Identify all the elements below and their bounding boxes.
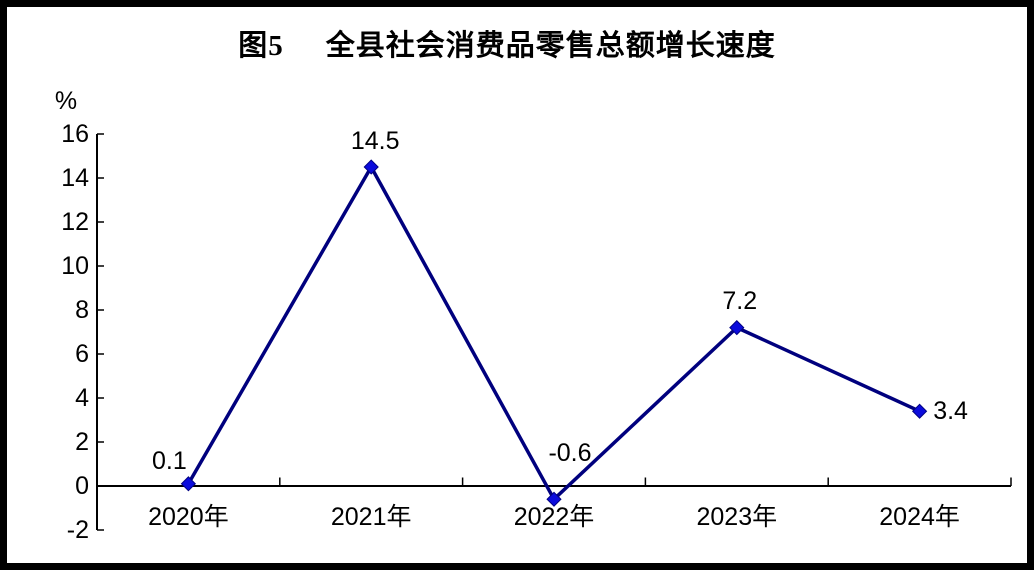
chart-title: 图5 全县社会消费品零售总额增长速度 xyxy=(17,22,997,64)
y-tick-label: 2 xyxy=(75,428,89,456)
x-axis-label: 2023年 xyxy=(696,503,778,531)
data-point-marker xyxy=(729,319,745,336)
y-tick-label: -2 xyxy=(66,516,89,544)
x-axis-label: 2020年 xyxy=(148,503,229,531)
data-label: 7.2 xyxy=(722,286,758,315)
y-tick-label: 8 xyxy=(75,296,89,324)
data-label: -0.6 xyxy=(548,439,592,468)
y-tick-label: 0 xyxy=(75,472,89,500)
y-tick-label: 6 xyxy=(75,340,89,368)
chart-title-figure-number: 图5 xyxy=(238,30,284,62)
data-label: 3.4 xyxy=(933,397,968,426)
data-point-marker xyxy=(363,159,379,175)
data-point-marker xyxy=(180,476,197,492)
data-point-marker xyxy=(911,403,928,419)
chart-title-text: 全县社会消费品零售总额增长速度 xyxy=(325,30,776,62)
x-axis-label: 2022年 xyxy=(513,503,595,531)
data-label: 0.1 xyxy=(152,446,187,475)
x-axis-label: 2024年 xyxy=(879,503,960,531)
y-tick-label: 16 xyxy=(61,120,89,148)
y-tick-label: 4 xyxy=(75,384,89,412)
y-axis-unit-label: % xyxy=(54,87,78,115)
y-tick-label: 14 xyxy=(61,164,89,192)
y-tick-label: 10 xyxy=(61,252,89,280)
x-axis-label: 2021年 xyxy=(330,503,412,531)
data-point-marker xyxy=(546,491,562,507)
data-label: 14.5 xyxy=(350,127,400,155)
y-tick-label: 12 xyxy=(61,208,89,236)
